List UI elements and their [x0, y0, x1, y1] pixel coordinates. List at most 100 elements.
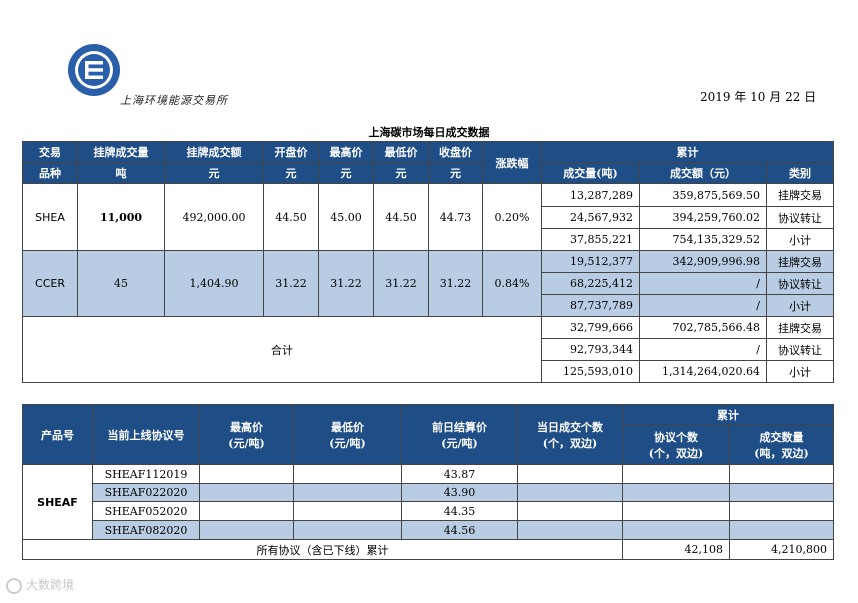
table-row: 合计 32,799,666 702,785,566.48 挂牌交易	[22, 316, 835, 383]
table-row: 37,855,221 754,135,329.52 小计	[23, 228, 835, 251]
cum-amount: /	[639, 338, 767, 361]
header-cumulative: 累计	[622, 404, 834, 425]
table-row: SHEAF SHEAF112019 43.87	[22, 464, 834, 540]
contract-code: SHEAF112019	[92, 464, 200, 484]
exchange-logo-icon	[68, 44, 120, 96]
low-price	[293, 501, 402, 521]
cum-volume: 37,855,221	[541, 228, 640, 251]
table-row: SHEA 11,000 492,000.00 44.50 45.00 44.50…	[22, 183, 835, 251]
cum-volume: 92,793,344	[541, 338, 640, 361]
low-price: 31.22	[373, 250, 429, 317]
cum-volume: 87,737,789	[541, 294, 640, 317]
open-price: 44.50	[263, 183, 319, 251]
high-price	[199, 501, 294, 521]
header-cum-volume: 成交量(吨)	[541, 162, 640, 184]
contract-code: SHEAF022020	[92, 483, 200, 502]
category: 挂牌交易	[765, 316, 835, 339]
settle-price: 44.56	[401, 520, 518, 540]
daily-count	[517, 483, 623, 502]
header-daily-count: 当日成交个数 (个，双边)	[517, 404, 623, 465]
header-category: 类别	[765, 162, 835, 184]
contract-count	[622, 501, 730, 521]
header-low: 最低价 (元/吨)	[293, 404, 402, 465]
report-title: 上海碳市场每日成交数据	[368, 126, 490, 139]
table-row: 87,737,789 / 小计	[23, 294, 835, 317]
low-price	[293, 520, 402, 540]
settle-price: 43.90	[401, 483, 518, 502]
table-row: SHEAF022020 43.90	[23, 483, 834, 502]
category: 小计	[765, 294, 835, 317]
footer-count: 42,108	[622, 539, 730, 560]
watermark: 大数跨境	[6, 576, 74, 594]
settle-price: 44.35	[401, 501, 518, 521]
header-listed-volume: 挂牌成交量	[77, 141, 165, 163]
daily-count	[517, 464, 623, 484]
total-label: 合计	[22, 316, 542, 383]
exchange-logo: 上海环境能源交易所	[60, 38, 230, 110]
header-quantity: 成交数量 (吨，双边)	[729, 424, 834, 465]
cum-amount: 359,875,569.50	[639, 183, 767, 207]
header-contract-count: 协议个数 (个，双边)	[622, 424, 730, 465]
listed-volume: 11,000	[77, 183, 165, 251]
contract-code: SHEAF052020	[92, 501, 200, 521]
header-change: 涨跌幅	[482, 141, 542, 184]
low-price: 44.50	[373, 183, 429, 251]
header-high: 最高价	[318, 141, 374, 163]
cum-amount: /	[639, 272, 767, 295]
contract-count	[622, 520, 730, 540]
header-unit-ton: 吨	[77, 162, 165, 184]
category: 挂牌交易	[765, 183, 835, 207]
header-cumulative: 累计	[540, 141, 835, 163]
cum-amount: 342,909,996.98	[639, 250, 767, 273]
category: 小计	[765, 360, 835, 383]
cum-volume: 68,225,412	[541, 272, 640, 295]
table-row: SHEAF052020 44.35	[23, 501, 834, 521]
cum-amount: 754,135,329.52	[639, 228, 767, 251]
close-price: 44.73	[428, 183, 483, 251]
product-name: SHEA	[22, 183, 78, 251]
exchange-logo-script: 上海环境能源交易所	[120, 94, 228, 107]
cum-volume: 32,799,666	[541, 316, 640, 339]
cum-volume: 13,287,289	[541, 183, 640, 207]
change-pct: 0.84%	[482, 250, 542, 317]
quantity	[729, 520, 834, 540]
category: 协议转让	[765, 338, 835, 361]
header-contract: 当前上线协议号	[92, 404, 200, 465]
header-unit-yuan: 元	[318, 162, 374, 184]
header-settle: 前日结算价 (元/吨)	[401, 404, 518, 465]
low-price	[293, 464, 402, 484]
cum-amount: 394,259,760.02	[639, 206, 767, 229]
footer-label: 所有协议（含已下线）累计	[22, 539, 623, 560]
daily-trading-table: 交易 挂牌成交量 挂牌成交额 开盘价 最高价 最低价 收盘价 涨跌幅 累计 品种…	[22, 141, 835, 383]
quantity	[729, 501, 834, 521]
header-unit-yuan: 元	[164, 162, 264, 184]
high-price	[199, 483, 294, 502]
category: 协议转让	[765, 272, 835, 295]
listed-amount: 1,404.90	[164, 250, 264, 317]
header-cum-amount: 成交额（元）	[639, 162, 767, 184]
cum-amount: 702,785,566.48	[639, 316, 767, 339]
header-product-b: 品种	[22, 162, 78, 184]
header-unit-yuan: 元	[263, 162, 319, 184]
table-row: CCER 45 1,404.90 31.22 31.22 31.22 31.22…	[22, 250, 835, 317]
quantity	[729, 483, 834, 502]
contract-count	[622, 483, 730, 502]
contract-table: 产品号 当前上线协议号 最高价 (元/吨) 最低价 (元/吨) 前日结算价 (元/吨)…	[22, 404, 834, 560]
cum-volume: 24,567,932	[541, 206, 640, 229]
table-row: 所有协议（含已下线）累计 42,108 4,210,800	[22, 539, 834, 560]
product-code: SHEAF	[22, 464, 93, 540]
low-price	[293, 483, 402, 502]
header-listed-amount: 挂牌成交额	[164, 141, 264, 163]
contract-count	[622, 464, 730, 484]
listed-volume: 45	[77, 250, 165, 317]
product-name: CCER	[22, 250, 78, 317]
table-row: 125,593,010 1,314,264,020.64 小计	[23, 360, 835, 383]
cum-amount: /	[639, 294, 767, 317]
header-product-a: 交易	[22, 141, 78, 163]
cum-amount: 1,314,264,020.64	[639, 360, 767, 383]
category: 协议转让	[765, 206, 835, 229]
settle-price: 43.87	[401, 464, 518, 484]
cum-volume: 125,593,010	[541, 360, 640, 383]
header-product-code: 产品号	[22, 404, 93, 465]
table-row: SHEAF082020 44.56	[23, 520, 834, 540]
